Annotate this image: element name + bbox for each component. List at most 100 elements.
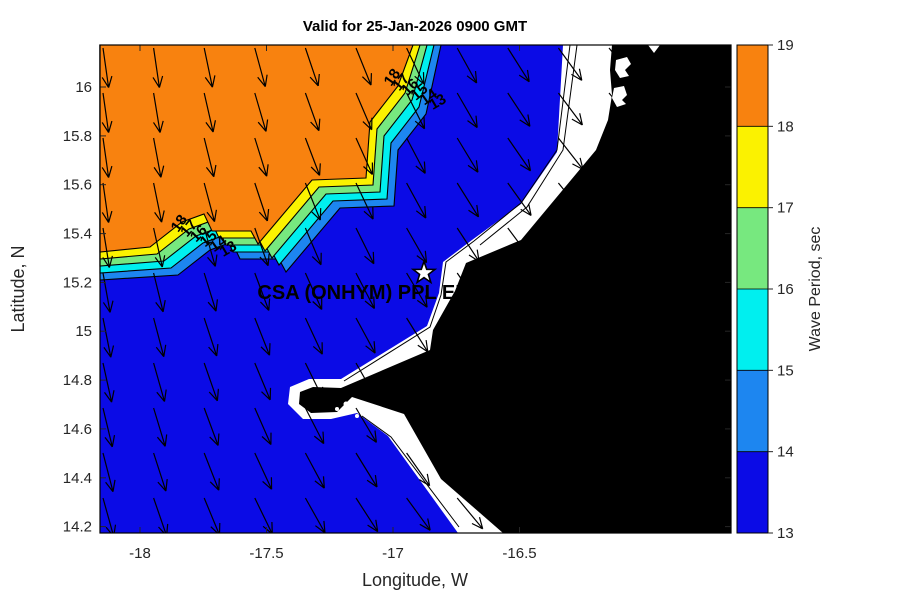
- wave-arrow: [102, 452, 116, 493]
- y-tick-label: 15.4: [63, 226, 92, 243]
- wave-arrow: [152, 47, 164, 88]
- islet-dot: [355, 414, 359, 418]
- wave-arrow: [153, 497, 169, 533]
- wave-arrow: [355, 92, 373, 131]
- wave-arrow: [355, 272, 375, 309]
- wave-arrow: [304, 137, 321, 176]
- wave-arrow: [456, 497, 484, 530]
- y-tick-label: 15.6: [63, 177, 92, 194]
- wave-arrow: [152, 92, 164, 133]
- wave-arrow: [406, 182, 427, 219]
- wave-arrow: [557, 47, 583, 81]
- wave-arrow: [406, 452, 431, 487]
- islet-dot: [329, 415, 333, 419]
- station-label: CSA (ONHYM) PPL EP: [257, 282, 468, 304]
- wave-arrow: [254, 137, 269, 177]
- wave-arrow: [304, 227, 322, 266]
- wave-arrow: [557, 92, 583, 126]
- wave-arrow: [153, 272, 166, 313]
- wave-arrow: [406, 137, 426, 174]
- plot-title: Valid for 25-Jan-2026 0900 GMT: [303, 18, 527, 35]
- wave-arrow: [101, 182, 113, 223]
- wave-arrow: [102, 317, 115, 358]
- wave-arrow: [406, 272, 428, 308]
- colorbar-segment: [737, 45, 768, 127]
- colorbar: 19 18 17 16 15 14 13: [736, 37, 794, 542]
- wave-arrow: [355, 137, 373, 175]
- wave-arrow: [153, 407, 168, 447]
- colorbar-tick-label: 17: [777, 200, 794, 217]
- x-axis-label: Longitude, W: [362, 570, 468, 590]
- wave-arrow: [507, 47, 530, 83]
- wave-arrow: [355, 407, 377, 443]
- wave-arrow: [153, 137, 165, 178]
- wave-arrow: [254, 362, 272, 401]
- band-18-19: [99, 44, 414, 253]
- wave-arrow: [406, 227, 428, 264]
- contour-label-18: 18: [168, 212, 191, 235]
- nearshore-contour-lines: [343, 44, 578, 528]
- y-tick-label: 14.6: [63, 421, 92, 438]
- colorbar-segment: [737, 370, 768, 453]
- wave-arrow: [456, 182, 480, 218]
- wave-arrow: [456, 92, 478, 129]
- wave-arrow: [507, 182, 532, 217]
- wave-arrow: [355, 452, 378, 488]
- wave-arrow: [406, 497, 431, 531]
- wave-arrow: [254, 407, 272, 446]
- wave-arrow: [102, 497, 117, 533]
- plot-border: [99, 44, 732, 534]
- wave-arrow: [254, 182, 270, 222]
- islet: [648, 45, 660, 53]
- nearshore-contour-line: [479, 44, 578, 246]
- wave-arrow: [254, 452, 273, 490]
- y-tick-label: 15.2: [63, 274, 92, 291]
- y-tick-label: 16: [75, 79, 92, 96]
- y-tick-label: 15.8: [63, 128, 92, 145]
- wave-arrow: [304, 497, 326, 533]
- wave-arrow: [102, 407, 116, 448]
- station-marker-group: CSA (ONHYM) PPL EP: [257, 259, 469, 304]
- wave-arrow: [406, 317, 429, 353]
- colorbar-segment: [737, 451, 768, 534]
- x-tick-label: -18: [129, 545, 151, 562]
- wave-arrow: [304, 452, 325, 489]
- islet-dot: [335, 407, 339, 411]
- colorbar-segment: [737, 126, 768, 209]
- x-tick-label: -17: [382, 545, 404, 562]
- colorbar-label: Wave Period, sec: [807, 227, 824, 352]
- wave-arrow: [456, 137, 479, 173]
- wave-arrow: [406, 92, 426, 130]
- station-star-icon: [410, 259, 438, 285]
- wave-arrow: [102, 227, 113, 268]
- wave-arrow: [203, 92, 216, 133]
- nearshore-contour-line: [343, 44, 571, 382]
- wave-arrow: [254, 227, 270, 267]
- contour-label-18: 18: [381, 66, 404, 89]
- wave-arrow: [254, 47, 268, 87]
- wave-arrow: [355, 227, 375, 265]
- y-tick-label: 15: [75, 323, 92, 340]
- wave-arrow: [456, 47, 478, 84]
- wave-arrow: [355, 317, 376, 354]
- wave-arrow: [203, 362, 219, 402]
- wave-arrow: [203, 452, 220, 491]
- wave-arrow: [355, 182, 374, 220]
- wave-arrow: [102, 362, 115, 403]
- y-axis-label: Latitude, N: [8, 245, 28, 332]
- land-polygon: [299, 45, 731, 533]
- wave-arrow: [304, 92, 321, 132]
- wave-arrow: [153, 227, 166, 268]
- wave-arrow: [203, 407, 220, 446]
- wave-arrow: [406, 47, 425, 85]
- wave-arrow: [203, 47, 216, 88]
- x-tick-label: -17.5: [249, 545, 283, 562]
- wave-arrow: [203, 227, 218, 267]
- wave-arrow: [203, 317, 219, 357]
- wave-arrow: [102, 272, 114, 313]
- wave-arrow: [355, 47, 372, 86]
- y-tick-label: 14.4: [63, 470, 92, 487]
- wave-arrow: [203, 272, 218, 312]
- islet-dot: [343, 401, 349, 407]
